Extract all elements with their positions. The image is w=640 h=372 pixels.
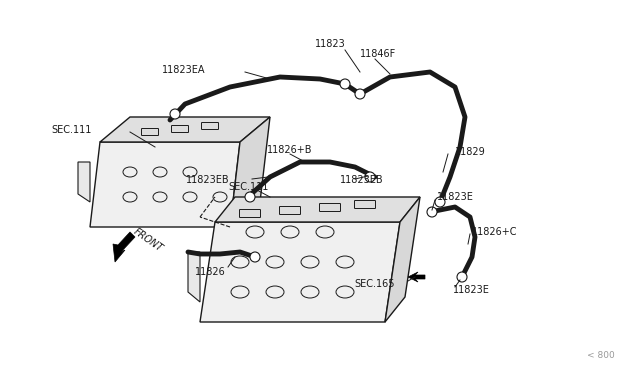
Text: SEC.165: SEC.165 [355, 279, 395, 289]
FancyBboxPatch shape [319, 203, 340, 212]
Polygon shape [188, 252, 200, 302]
FancyBboxPatch shape [280, 206, 301, 215]
Circle shape [250, 252, 260, 262]
Text: 11823E: 11823E [437, 192, 474, 202]
FancyBboxPatch shape [355, 201, 376, 208]
Polygon shape [90, 142, 240, 227]
Polygon shape [408, 272, 425, 282]
Polygon shape [215, 197, 420, 222]
Circle shape [340, 79, 350, 89]
Circle shape [245, 192, 255, 202]
Text: SEC.111: SEC.111 [52, 125, 92, 135]
Text: 11823EB: 11823EB [186, 175, 230, 185]
Text: 11823: 11823 [315, 39, 346, 49]
Text: 11829: 11829 [455, 147, 486, 157]
Circle shape [170, 109, 180, 119]
Circle shape [365, 172, 375, 182]
Text: 11823E: 11823E [453, 285, 490, 295]
Text: 11846F: 11846F [360, 49, 396, 59]
Polygon shape [113, 232, 135, 262]
Text: SEC.111: SEC.111 [228, 182, 268, 192]
FancyBboxPatch shape [202, 122, 218, 129]
Polygon shape [385, 197, 420, 322]
Text: 11826+C: 11826+C [472, 227, 518, 237]
FancyBboxPatch shape [141, 128, 159, 135]
Polygon shape [100, 117, 270, 142]
Polygon shape [200, 222, 400, 322]
Circle shape [427, 207, 437, 217]
Text: 11826: 11826 [195, 267, 225, 277]
Circle shape [435, 197, 445, 207]
Text: 11823EB: 11823EB [340, 175, 383, 185]
Text: 11823EA: 11823EA [161, 65, 205, 75]
Circle shape [457, 272, 467, 282]
Text: < 800: < 800 [588, 351, 615, 360]
Text: FRONT: FRONT [132, 227, 165, 254]
Text: 11826+B: 11826+B [267, 145, 312, 155]
Polygon shape [230, 117, 270, 227]
FancyBboxPatch shape [172, 125, 189, 132]
Polygon shape [78, 162, 90, 202]
FancyBboxPatch shape [239, 209, 260, 218]
Circle shape [355, 89, 365, 99]
